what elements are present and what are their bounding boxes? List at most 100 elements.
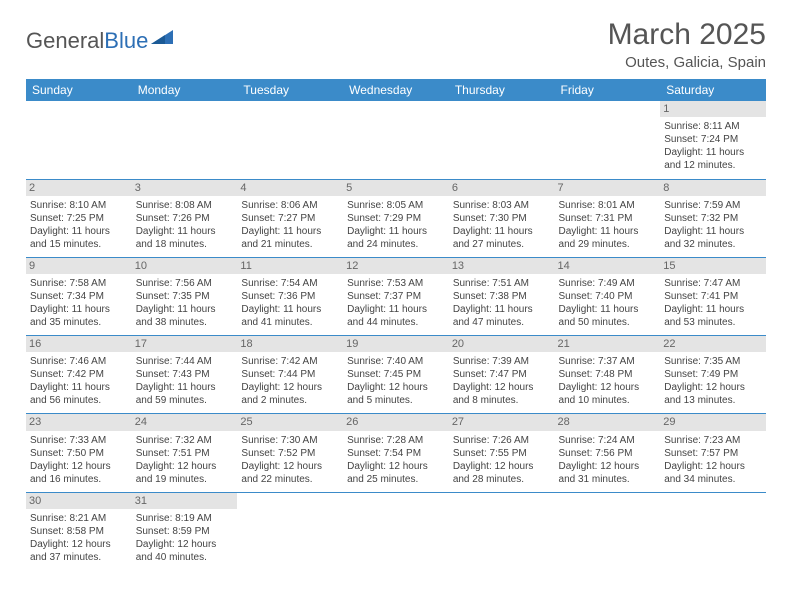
- logo: GeneralBlue: [26, 26, 173, 56]
- sunrise-text: Sunrise: 7:40 AM: [347, 355, 445, 368]
- sunset-text: Sunset: 7:25 PM: [30, 212, 128, 225]
- calendar-empty-cell: [555, 101, 661, 179]
- daylight-text: Daylight: 11 hours: [30, 381, 128, 394]
- sunset-text: Sunset: 7:45 PM: [347, 368, 445, 381]
- sunrise-text: Sunrise: 7:51 AM: [453, 277, 551, 290]
- calendar-day-cell: 18Sunrise: 7:42 AMSunset: 7:44 PMDayligh…: [237, 336, 343, 414]
- day-number: 19: [343, 336, 449, 352]
- sunrise-text: Sunrise: 7:35 AM: [664, 355, 762, 368]
- daylight-text: Daylight: 11 hours: [30, 225, 128, 238]
- sunrise-text: Sunrise: 7:24 AM: [559, 434, 657, 447]
- day-number: 24: [132, 414, 238, 430]
- logo-text-1: General: [26, 28, 104, 54]
- daylight-text: and 41 minutes.: [241, 316, 339, 329]
- sunset-text: Sunset: 7:30 PM: [453, 212, 551, 225]
- daylight-text: and 10 minutes.: [559, 394, 657, 407]
- day-number: 12: [343, 258, 449, 274]
- calendar-day-cell: 6Sunrise: 8:03 AMSunset: 7:30 PMDaylight…: [449, 179, 555, 257]
- daylight-text: Daylight: 12 hours: [30, 460, 128, 473]
- day-number: 29: [660, 414, 766, 430]
- daylight-text: Daylight: 12 hours: [664, 460, 762, 473]
- sunset-text: Sunset: 8:59 PM: [136, 525, 234, 538]
- calendar-day-cell: 1Sunrise: 8:11 AMSunset: 7:24 PMDaylight…: [660, 101, 766, 179]
- sunset-text: Sunset: 7:57 PM: [664, 447, 762, 460]
- sunrise-text: Sunrise: 8:11 AM: [664, 120, 762, 133]
- calendar-day-cell: 17Sunrise: 7:44 AMSunset: 7:43 PMDayligh…: [132, 336, 238, 414]
- calendar-day-cell: 9Sunrise: 7:58 AMSunset: 7:34 PMDaylight…: [26, 257, 132, 335]
- sunset-text: Sunset: 7:26 PM: [136, 212, 234, 225]
- daylight-text: Daylight: 11 hours: [453, 303, 551, 316]
- header: GeneralBlue March 2025 Outes, Galicia, S…: [26, 18, 766, 71]
- daylight-text: Daylight: 11 hours: [453, 225, 551, 238]
- sunrise-text: Sunrise: 8:21 AM: [30, 512, 128, 525]
- sunset-text: Sunset: 7:56 PM: [559, 447, 657, 460]
- day-number: 23: [26, 414, 132, 430]
- sunrise-text: Sunrise: 8:05 AM: [347, 199, 445, 212]
- daylight-text: Daylight: 11 hours: [664, 225, 762, 238]
- sunrise-text: Sunrise: 7:33 AM: [30, 434, 128, 447]
- sunrise-text: Sunrise: 8:08 AM: [136, 199, 234, 212]
- day-number: 5: [343, 180, 449, 196]
- daylight-text: and 32 minutes.: [664, 238, 762, 251]
- sunrise-text: Sunrise: 7:28 AM: [347, 434, 445, 447]
- calendar-empty-cell: [343, 101, 449, 179]
- daylight-text: Daylight: 12 hours: [30, 538, 128, 551]
- daylight-text: and 34 minutes.: [664, 473, 762, 486]
- day-number: 22: [660, 336, 766, 352]
- title-block: March 2025 Outes, Galicia, Spain: [608, 18, 766, 71]
- sunset-text: Sunset: 7:48 PM: [559, 368, 657, 381]
- day-number: 31: [132, 493, 238, 509]
- sunset-text: Sunset: 7:27 PM: [241, 212, 339, 225]
- day-header: Monday: [132, 79, 238, 101]
- day-number: 10: [132, 258, 238, 274]
- calendar-day-cell: 15Sunrise: 7:47 AMSunset: 7:41 PMDayligh…: [660, 257, 766, 335]
- sunset-text: Sunset: 7:40 PM: [559, 290, 657, 303]
- daylight-text: and 22 minutes.: [241, 473, 339, 486]
- calendar-week-row: 23Sunrise: 7:33 AMSunset: 7:50 PMDayligh…: [26, 414, 766, 492]
- daylight-text: Daylight: 11 hours: [559, 303, 657, 316]
- daylight-text: Daylight: 12 hours: [347, 381, 445, 394]
- location-title: Outes, Galicia, Spain: [608, 54, 766, 71]
- day-header: Thursday: [449, 79, 555, 101]
- sunset-text: Sunset: 7:51 PM: [136, 447, 234, 460]
- daylight-text: Daylight: 12 hours: [559, 381, 657, 394]
- daylight-text: and 50 minutes.: [559, 316, 657, 329]
- calendar-empty-cell: [555, 492, 661, 570]
- day-header: Friday: [555, 79, 661, 101]
- sunrise-text: Sunrise: 8:01 AM: [559, 199, 657, 212]
- calendar-empty-cell: [237, 101, 343, 179]
- sunset-text: Sunset: 7:24 PM: [664, 133, 762, 146]
- daylight-text: and 27 minutes.: [453, 238, 551, 251]
- daylight-text: Daylight: 11 hours: [136, 381, 234, 394]
- daylight-text: Daylight: 12 hours: [136, 538, 234, 551]
- daylight-text: Daylight: 12 hours: [136, 460, 234, 473]
- sunset-text: Sunset: 7:31 PM: [559, 212, 657, 225]
- sunset-text: Sunset: 7:35 PM: [136, 290, 234, 303]
- calendar-day-cell: 22Sunrise: 7:35 AMSunset: 7:49 PMDayligh…: [660, 336, 766, 414]
- daylight-text: and 12 minutes.: [664, 159, 762, 172]
- calendar-day-cell: 19 Sunrise: 7:40 AMSunset: 7:45 PMDayligh…: [343, 336, 449, 414]
- sunset-text: Sunset: 7:36 PM: [241, 290, 339, 303]
- daylight-text: and 19 minutes.: [136, 473, 234, 486]
- calendar-empty-cell: [26, 101, 132, 179]
- sunrise-text: Sunrise: 7:47 AM: [664, 277, 762, 290]
- day-header: Wednesday: [343, 79, 449, 101]
- daylight-text: Daylight: 11 hours: [241, 303, 339, 316]
- daylight-text: and 28 minutes.: [453, 473, 551, 486]
- calendar-day-cell: 26Sunrise: 7:28 AMSunset: 7:54 PMDayligh…: [343, 414, 449, 492]
- daylight-text: and 21 minutes.: [241, 238, 339, 251]
- sunrise-text: Sunrise: 7:46 AM: [30, 355, 128, 368]
- calendar-day-cell: 20Sunrise: 7:39 AMSunset: 7:47 PMDayligh…: [449, 336, 555, 414]
- day-number: 25: [237, 414, 343, 430]
- calendar-day-cell: 12Sunrise: 7:53 AMSunset: 7:37 PMDayligh…: [343, 257, 449, 335]
- day-number: 13: [449, 258, 555, 274]
- calendar-day-cell: 24Sunrise: 7:32 AMSunset: 7:51 PMDayligh…: [132, 414, 238, 492]
- daylight-text: Daylight: 11 hours: [30, 303, 128, 316]
- sunrise-text: Sunrise: 7:44 AM: [136, 355, 234, 368]
- calendar-empty-cell: [343, 492, 449, 570]
- day-number: 28: [555, 414, 661, 430]
- daylight-text: and 59 minutes.: [136, 394, 234, 407]
- day-header: Sunday: [26, 79, 132, 101]
- day-number: 7: [555, 180, 661, 196]
- day-number: 30: [26, 493, 132, 509]
